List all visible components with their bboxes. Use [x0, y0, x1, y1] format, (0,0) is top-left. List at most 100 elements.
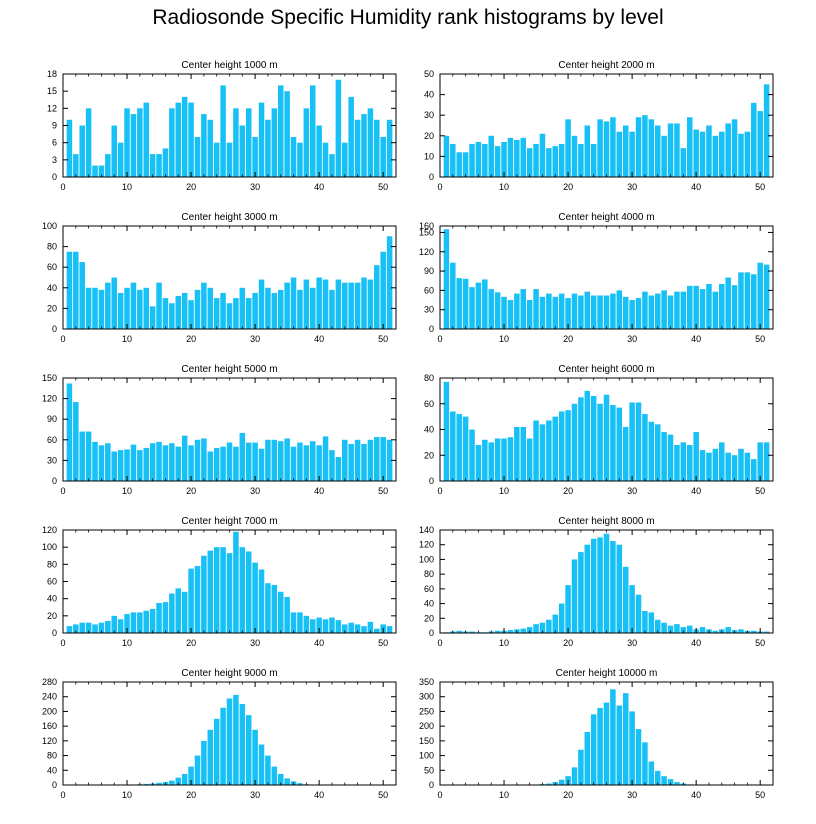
histogram-bar — [239, 125, 246, 177]
histogram-bar — [245, 442, 252, 481]
histogram-bar — [105, 282, 111, 329]
panel-title: Center height 5000 m — [181, 364, 277, 375]
x-tick-label: 50 — [755, 334, 765, 344]
histogram-bar — [303, 108, 310, 177]
histogram-bar — [712, 135, 719, 177]
y-tick-label: 60 — [424, 285, 434, 295]
x-tick-label: 50 — [378, 334, 388, 344]
histogram-bar — [635, 117, 642, 177]
histogram-bar — [220, 446, 226, 481]
histogram-bar — [213, 448, 220, 481]
histogram-panel-7: Center height 7000 m 0 10 20 30 40 50 0 20 40 60 80… — [42, 516, 397, 648]
histogram-bar — [731, 285, 738, 329]
y-tick-label: 250 — [419, 706, 434, 716]
histogram-bar — [265, 439, 271, 481]
histogram-bar — [213, 547, 220, 633]
histogram-bar — [725, 277, 731, 329]
y-tick-label: 200 — [42, 706, 57, 716]
histogram-bar — [661, 432, 667, 481]
histogram-bar — [450, 262, 456, 329]
histogram-bar — [597, 537, 603, 633]
histogram-bar — [271, 292, 278, 329]
histogram-bar — [92, 441, 98, 481]
y-tick-label: 100 — [419, 554, 434, 564]
histogram-bar — [79, 431, 85, 481]
histogram-bar — [603, 533, 610, 633]
histogram-bar — [738, 133, 744, 177]
histogram-bar — [361, 114, 367, 177]
x-tick-label: 50 — [378, 182, 388, 192]
histogram-bar — [597, 707, 603, 785]
histogram-bar — [213, 718, 220, 785]
histogram-bar — [169, 303, 175, 329]
histogram-bar — [520, 137, 527, 177]
histogram-bar — [181, 292, 188, 329]
histogram-bar — [169, 593, 175, 633]
histogram-bar — [462, 416, 469, 482]
histogram-bar — [546, 619, 552, 633]
y-tick-label: 40 — [424, 90, 434, 100]
histogram-bar — [469, 144, 475, 177]
histogram-bar — [622, 693, 629, 785]
histogram-bar — [194, 439, 201, 481]
y-tick-label: 140 — [419, 525, 434, 535]
panel-title: Center height 8000 m — [558, 516, 654, 527]
panel-title: Center height 10000 m — [556, 668, 658, 679]
histogram-bar — [494, 146, 501, 177]
histogram-bar — [725, 452, 731, 481]
y-tick-label: 120 — [42, 394, 57, 404]
y-tick-label: 60 — [424, 584, 434, 594]
x-tick-label: 50 — [755, 790, 765, 800]
histogram-bar — [648, 761, 655, 785]
histogram-bar — [533, 624, 539, 633]
histogram-bar — [386, 119, 393, 177]
histogram-bar — [680, 627, 687, 633]
histogram-bar — [284, 778, 290, 785]
histogram-bar — [590, 396, 597, 481]
y-tick-label: 30 — [47, 455, 57, 465]
histogram-bar — [558, 603, 565, 633]
histogram-bar — [66, 383, 73, 481]
histogram-bar — [456, 414, 462, 481]
histogram-bar — [175, 777, 182, 785]
histogram-bar — [277, 441, 284, 481]
histogram-bar — [374, 437, 380, 481]
histogram-bar — [514, 139, 520, 177]
x-tick-label: 20 — [563, 486, 573, 496]
histogram-bar — [520, 628, 527, 633]
histogram-bar — [667, 434, 674, 481]
histogram-bar — [648, 421, 655, 481]
histogram-bar — [635, 594, 642, 633]
histogram-bar — [699, 131, 706, 177]
x-tick-label: 20 — [563, 638, 573, 648]
histogram-bar — [693, 285, 699, 329]
y-tick-label: 40 — [47, 594, 57, 604]
x-tick-label: 30 — [627, 486, 637, 496]
histogram-bar — [565, 585, 571, 633]
x-tick-label: 0 — [437, 638, 442, 648]
histogram-bar — [603, 394, 610, 481]
y-tick-label: 20 — [47, 303, 57, 313]
histogram-bar — [622, 296, 629, 329]
histogram-bar — [252, 442, 258, 481]
histogram-bar — [751, 459, 757, 481]
x-tick-label: 30 — [627, 182, 637, 192]
histogram-bar — [277, 773, 284, 785]
histogram-bar — [443, 381, 450, 481]
x-tick-label: 20 — [186, 182, 196, 192]
histogram-bar — [719, 131, 725, 177]
panel-title: Center height 1000 m — [181, 60, 277, 71]
panel-title: Center height 3000 m — [181, 212, 277, 223]
y-tick-label: 150 — [419, 736, 434, 746]
histogram-bar — [233, 694, 239, 786]
histogram-bar — [85, 431, 92, 481]
histogram-bar — [667, 123, 674, 177]
histogram-bar — [603, 121, 610, 177]
histogram-bar — [361, 277, 367, 329]
histogram-bar — [699, 450, 706, 481]
histogram-bar — [629, 402, 635, 481]
histogram-panel-1: Center height 1000 m 0 10 20 30 40 50 0 3 6 9 12 15 1… — [47, 60, 397, 192]
histogram-bar — [201, 114, 207, 177]
histogram-bar — [367, 621, 374, 633]
